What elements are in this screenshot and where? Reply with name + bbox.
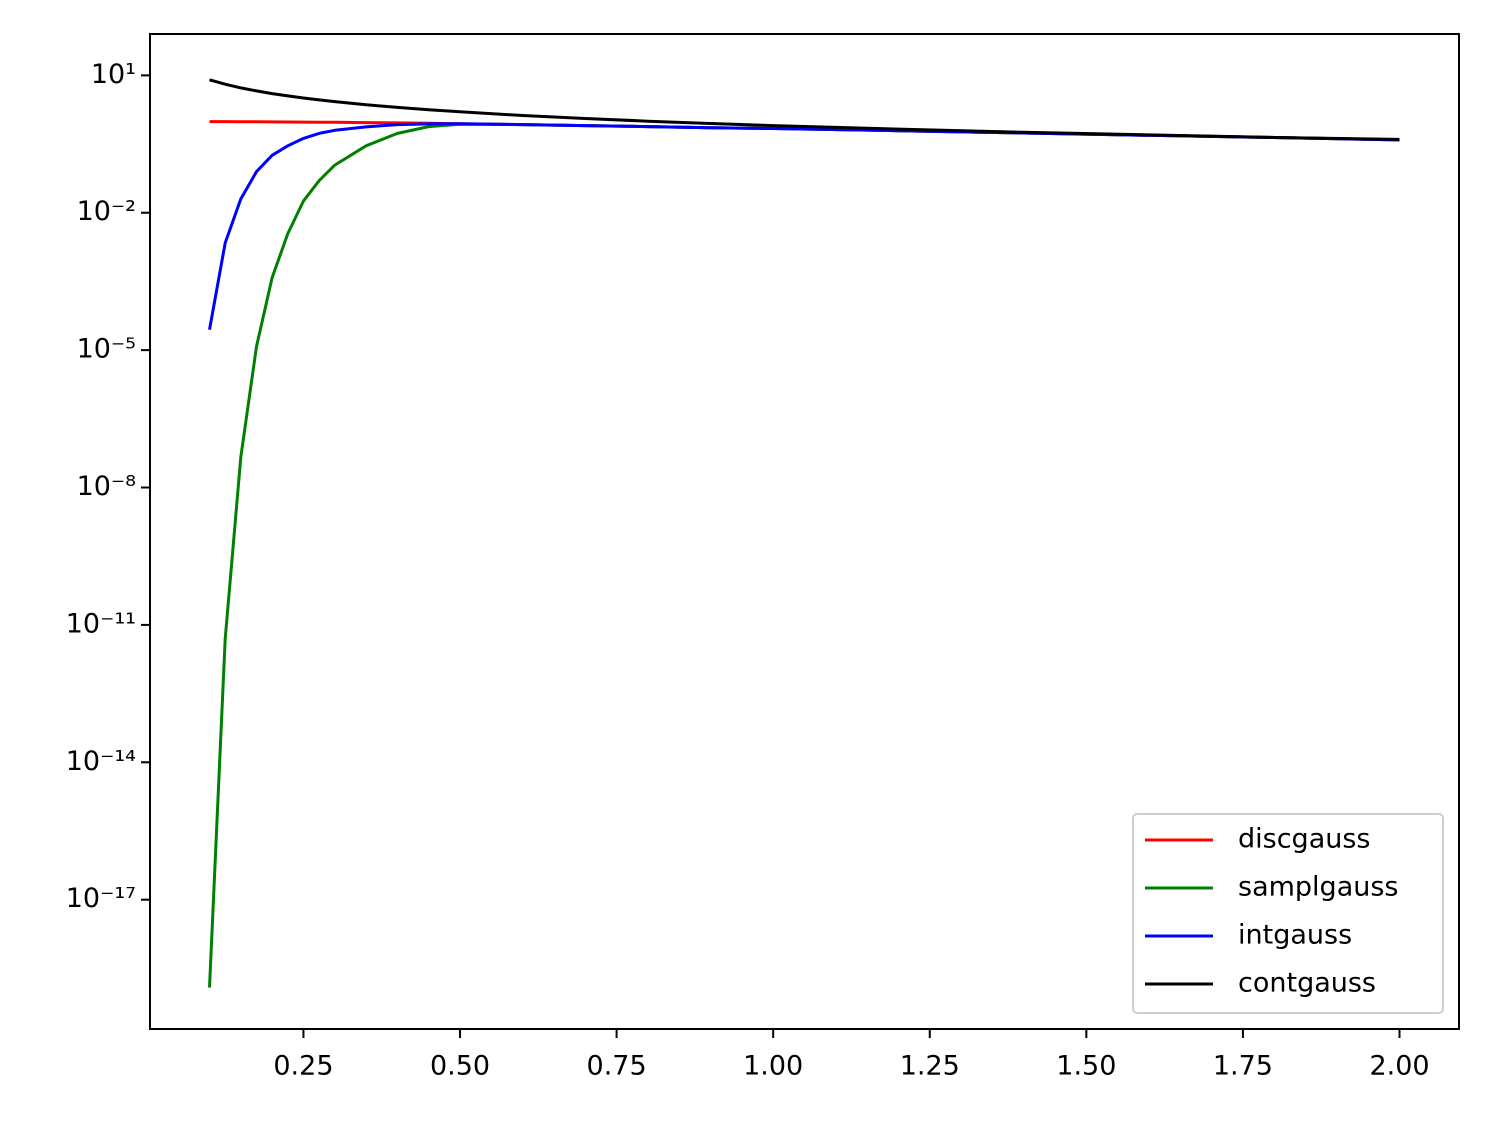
y-tick-label: 10⁻² <box>77 196 136 227</box>
x-tick-label: 2.00 <box>1369 1051 1429 1082</box>
x-tick-label: 0.75 <box>587 1051 647 1082</box>
legend-box <box>1132 813 1444 1014</box>
legend-label: discgauss <box>1238 824 1370 855</box>
y-tick-label: 10⁻⁵ <box>77 334 136 365</box>
y-tick-label: 10⁻¹⁴ <box>66 746 136 777</box>
x-tick-label: 0.50 <box>430 1051 490 1082</box>
x-tick-label: 1.50 <box>1056 1051 1116 1082</box>
y-tick-label: 10⁻¹¹ <box>66 608 136 639</box>
legend-label: contgauss <box>1238 968 1376 999</box>
x-tick-label: 0.25 <box>273 1051 333 1082</box>
y-tick-label: 10⁻⁸ <box>77 471 136 502</box>
y-tick-label: 10¹ <box>91 59 136 90</box>
y-tick-label: 10⁻¹⁷ <box>66 883 136 914</box>
x-tick-label: 1.00 <box>743 1051 803 1082</box>
legend-label: samplgauss <box>1238 872 1398 903</box>
line-series <box>209 78 1400 141</box>
plot-frame <box>149 33 1460 1030</box>
x-tick-label: 1.75 <box>1213 1051 1273 1082</box>
x-tick-label: 1.25 <box>900 1051 960 1082</box>
legend-label: intgauss <box>1238 920 1352 951</box>
